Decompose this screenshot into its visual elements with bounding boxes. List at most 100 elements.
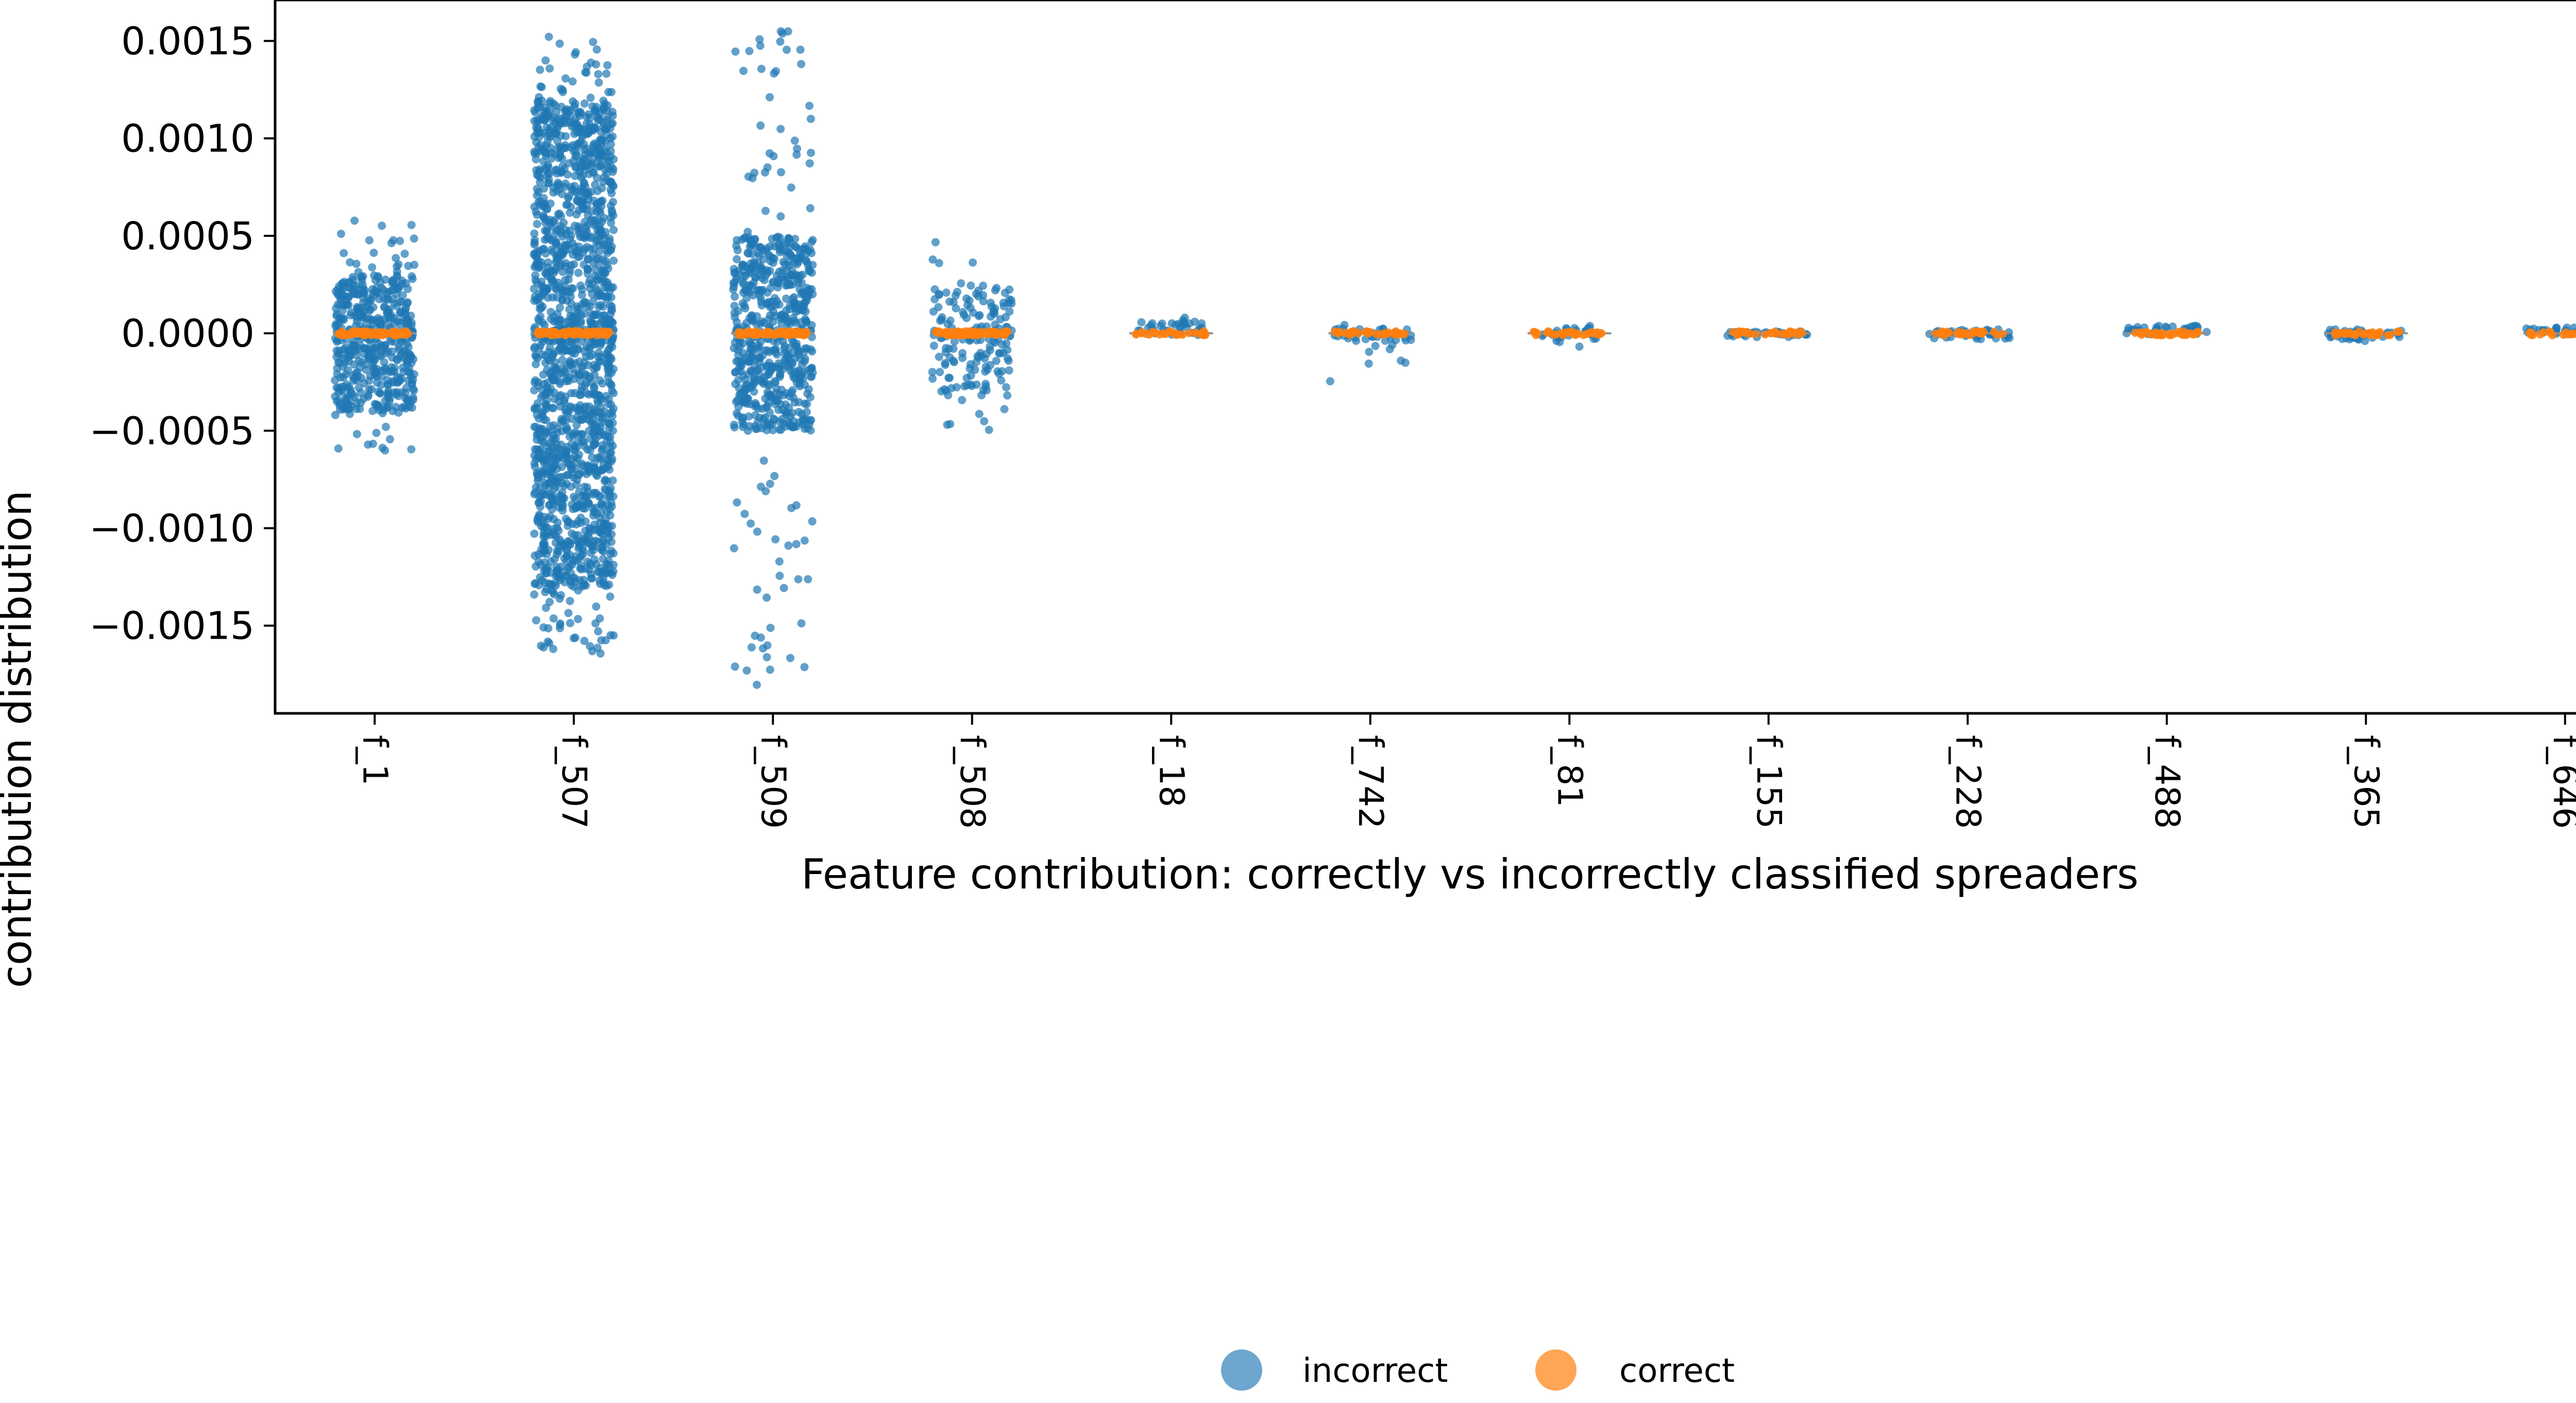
incorrect-point: [577, 173, 585, 182]
incorrect-point: [596, 290, 605, 299]
incorrect-point: [536, 502, 545, 511]
incorrect-point: [606, 511, 615, 520]
incorrect-point: [382, 422, 390, 431]
incorrect-point: [530, 240, 539, 249]
incorrect-point: [396, 236, 404, 245]
incorrect-point: [369, 356, 378, 365]
incorrect-point: [395, 374, 403, 383]
incorrect-point: [582, 205, 590, 214]
incorrect-point: [580, 155, 589, 163]
incorrect-point: [765, 149, 774, 158]
incorrect-point: [764, 390, 773, 399]
incorrect-point: [340, 358, 349, 367]
incorrect-point: [562, 107, 570, 115]
incorrect-point: [771, 535, 780, 544]
incorrect-point: [594, 627, 602, 636]
incorrect-point: [562, 132, 570, 141]
incorrect-point: [981, 380, 990, 388]
incorrect-point: [570, 50, 579, 59]
incorrect-point: [397, 388, 406, 397]
incorrect-point: [1005, 307, 1014, 316]
incorrect-point: [589, 511, 598, 520]
incorrect-point: [806, 114, 815, 123]
incorrect-point: [775, 300, 784, 309]
incorrect-point: [941, 361, 950, 369]
incorrect-point: [775, 425, 784, 434]
incorrect-point: [744, 233, 753, 242]
incorrect-point: [603, 320, 612, 329]
incorrect-point: [407, 321, 416, 330]
incorrect-point: [1167, 319, 1176, 328]
incorrect-point: [530, 147, 539, 156]
incorrect-point: [584, 188, 592, 197]
incorrect-point: [566, 292, 575, 301]
incorrect-point: [935, 352, 943, 361]
incorrect-point: [368, 263, 377, 272]
incorrect-point: [339, 301, 348, 310]
incorrect-point: [539, 643, 548, 652]
incorrect-point: [807, 364, 816, 373]
correct-point: [1571, 331, 1580, 339]
incorrect-point: [986, 298, 995, 307]
incorrect-point: [549, 645, 557, 653]
incorrect-point: [580, 245, 589, 254]
incorrect-point: [593, 186, 602, 195]
incorrect-point: [591, 283, 600, 292]
incorrect-point: [369, 439, 377, 448]
incorrect-point: [787, 504, 796, 512]
incorrect-point: [609, 549, 618, 558]
correct-point: [790, 328, 799, 336]
incorrect-point: [367, 385, 376, 393]
incorrect-point: [603, 283, 612, 292]
incorrect-point: [608, 119, 617, 128]
incorrect-point: [536, 65, 545, 74]
incorrect-point: [539, 540, 548, 549]
incorrect-point: [530, 344, 538, 353]
incorrect-point: [566, 619, 574, 627]
incorrect-point: [554, 547, 563, 556]
incorrect-point: [533, 516, 542, 525]
incorrect-point: [555, 180, 564, 189]
incorrect-point: [532, 616, 540, 625]
incorrect-point: [403, 360, 412, 369]
incorrect-point: [544, 294, 552, 302]
incorrect-point: [742, 385, 751, 393]
incorrect-point: [547, 154, 555, 163]
y-tick-label: 0.0015: [121, 19, 255, 63]
incorrect-point: [597, 338, 606, 347]
incorrect-point: [352, 430, 361, 438]
incorrect-point: [558, 250, 567, 259]
incorrect-point: [566, 361, 575, 369]
incorrect-point: [730, 309, 739, 317]
incorrect-point: [530, 229, 539, 238]
incorrect-point: [580, 99, 589, 108]
incorrect-point: [532, 360, 540, 369]
incorrect-point: [776, 212, 785, 221]
incorrect-point: [745, 47, 754, 56]
incorrect-point: [775, 233, 784, 242]
incorrect-point: [800, 298, 809, 307]
incorrect-point: [2161, 322, 2170, 331]
incorrect-point: [549, 588, 557, 596]
incorrect-point: [776, 418, 785, 426]
incorrect-point: [738, 417, 747, 426]
incorrect-point: [731, 292, 739, 301]
incorrect-point: [408, 275, 417, 283]
incorrect-point: [587, 157, 596, 166]
incorrect-point: [609, 560, 618, 569]
correct-point: [742, 328, 751, 337]
incorrect-point: [777, 168, 785, 177]
incorrect-point: [792, 540, 801, 549]
incorrect-point: [591, 439, 600, 448]
incorrect-point: [544, 515, 553, 523]
incorrect-point: [608, 132, 617, 141]
correct-point: [1953, 329, 1961, 338]
incorrect-point: [1174, 320, 1183, 329]
correct-point: [1998, 330, 2007, 338]
correct-point: [575, 328, 584, 336]
incorrect-point: [807, 148, 815, 157]
incorrect-point: [565, 192, 573, 200]
incorrect-point: [334, 358, 343, 367]
incorrect-point: [552, 165, 561, 174]
incorrect-point: [769, 415, 778, 423]
